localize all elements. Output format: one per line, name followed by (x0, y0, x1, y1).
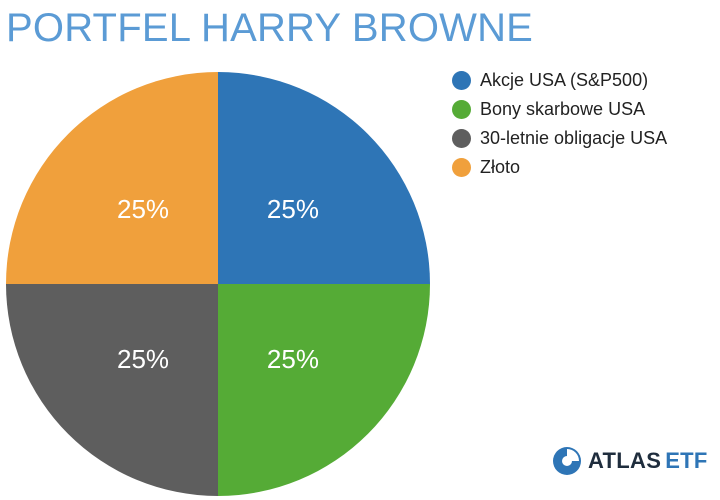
legend-item: 30-letnie obligacje USA (452, 124, 667, 153)
atlas-etf-logo: ATLAS ETF (552, 446, 708, 476)
pie-data-label-2: 25% (267, 344, 319, 374)
atlas-logo-icon (553, 447, 581, 475)
pie-slices (6, 72, 430, 496)
legend-label: 30-letnie obligacje USA (480, 128, 668, 148)
chart-title: PORTFEL HARRY BROWNE (6, 6, 534, 50)
legend-item: Złoto (452, 153, 667, 182)
pie-data-label-3: 25% (117, 344, 169, 374)
pie-slice-3 (6, 284, 218, 496)
legend-swatch (452, 71, 471, 90)
chart-legend: Akcje USA (S&P500) Bony skarbowe USA 30-… (452, 66, 667, 182)
pie-slice-2 (218, 284, 430, 496)
legend-swatch (452, 100, 471, 119)
logo-name: ATLAS (588, 448, 662, 473)
pie-data-label-4: 25% (117, 194, 169, 224)
legend-swatch (452, 129, 471, 148)
pie-data-labels: 25% 25% 25% 25% (117, 194, 319, 374)
legend-item: Bony skarbowe USA (452, 95, 667, 124)
legend-label: Złoto (480, 157, 521, 177)
pie-slice-1 (218, 72, 430, 284)
legend-swatch (452, 158, 471, 177)
pie-slice-4 (6, 72, 218, 284)
pie-data-label-1: 25% (267, 194, 319, 224)
legend-item: Akcje USA (S&P500) (452, 66, 667, 95)
logo-suffix: ETF (665, 448, 708, 473)
logo-text: ATLAS ETF (588, 448, 708, 474)
legend-label: Akcje USA (S&P500) (480, 70, 649, 90)
legend-label: Bony skarbowe USA (480, 99, 646, 119)
